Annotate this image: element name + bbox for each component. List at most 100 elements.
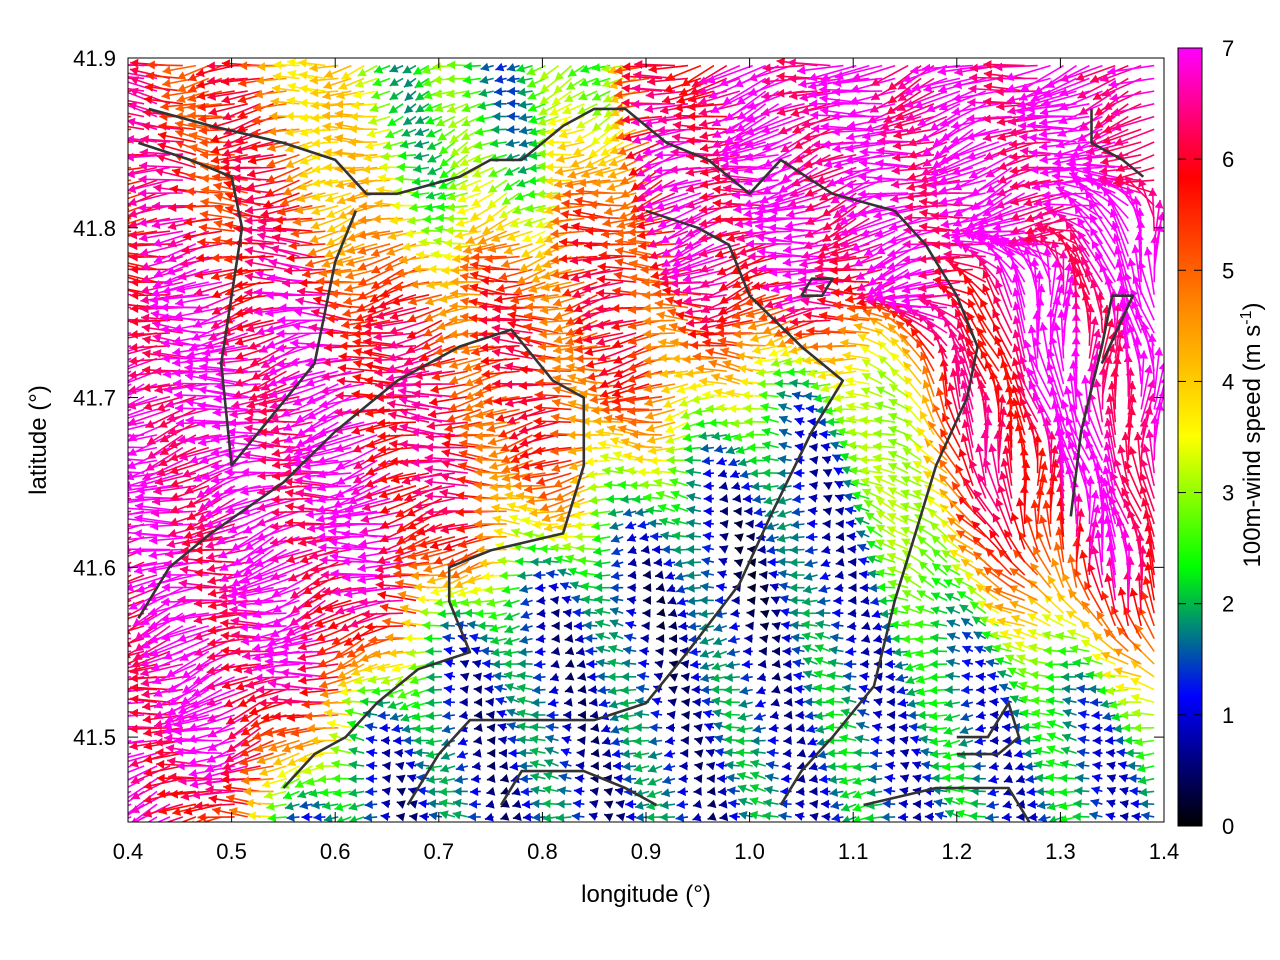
wind-arrow-head (484, 812, 494, 822)
wind-arrow-head (382, 774, 391, 784)
wind-arrow-head (90, 615, 99, 624)
wind-arrow-head (197, 812, 206, 822)
wind-arrow-head (692, 697, 701, 707)
wind-arrow-head (873, 710, 882, 719)
wind-arrow-head (884, 773, 894, 783)
wind-arrow-head (157, 789, 166, 799)
wind-arrow-head (1076, 760, 1085, 770)
wind-arrow-head (487, 761, 496, 771)
wind-arrow-head (189, 779, 199, 789)
wind-arrow-head (664, 749, 674, 759)
wind-arrow-head (457, 750, 467, 759)
wind-arrow-head (117, 797, 126, 805)
wind-arrow (128, 625, 132, 627)
wind-arrow-head (1047, 801, 1056, 811)
wind-arrow-head (163, 720, 173, 730)
wind-arrow-head (666, 723, 674, 733)
wind-arrow-head (958, 738, 968, 747)
wind-arrow-head (512, 812, 522, 821)
wind-arrow-head (634, 709, 643, 719)
wind-arrow-head (917, 710, 926, 720)
wind-arrow-head (1129, 786, 1138, 796)
wind-arrow-head (783, 723, 793, 733)
wind-arrow-head (590, 761, 599, 771)
wind-arrow-head (634, 776, 644, 786)
wind-arrow-head (1077, 748, 1086, 757)
wind-arrow-head (506, 708, 516, 717)
wind-arrow-head (1119, 773, 1128, 783)
wind-arrow-head (681, 710, 690, 720)
wind-arrow-head (924, 799, 933, 809)
wind-arrow-head (677, 787, 686, 797)
wind-arrow-head (854, 734, 864, 744)
wind-arrow-head (222, 761, 232, 771)
wind-arrow-head (103, 823, 112, 831)
wind-arrow-head (119, 812, 128, 820)
wind-arrow-head (693, 723, 703, 733)
wind-arrow-head (224, 699, 234, 708)
wind-arrow-head (796, 787, 805, 796)
wind-arrow-head (103, 667, 112, 676)
wind-arrow-head (332, 774, 341, 783)
wind-arrow-head (989, 710, 999, 720)
wind-arrow-head (737, 771, 746, 781)
wind-arrow-head (852, 815, 861, 822)
wind-arrow-head (1016, 787, 1026, 796)
wind-arrow-head (1111, 712, 1121, 722)
wind-arrow-head (118, 597, 127, 605)
wind-arrow (128, 765, 132, 769)
wind-arrow-head (942, 762, 951, 772)
wind-arrow-head (1107, 774, 1117, 783)
wind-arrow-head (612, 761, 621, 771)
wind-arrow-head (694, 774, 703, 784)
wind-arrow (128, 790, 132, 794)
wind-arrow-head (1092, 736, 1101, 745)
wind-arrow-head (268, 743, 278, 752)
wind-arrow-head (1092, 723, 1101, 733)
wind-arrow-head (931, 773, 940, 783)
wind-arrow-head (807, 737, 817, 746)
wind-arrow-head (1020, 722, 1030, 732)
wind-arrow (128, 446, 132, 449)
wind-arrow-head (782, 748, 792, 758)
wind-arrow-head (415, 760, 424, 770)
wind-arrow-head (942, 751, 952, 760)
wind-arrow-head (1035, 787, 1044, 797)
wind-arrow-head (886, 723, 896, 733)
wind-arrow-head (795, 799, 804, 809)
wind-arrow-head (93, 531, 102, 539)
wind-arrow-head (681, 723, 690, 733)
wind-arrow-head (130, 775, 140, 784)
wind-arrow-head (960, 699, 970, 708)
wind-arrow-head (650, 709, 660, 719)
wind-arrow-head (557, 786, 566, 796)
wind-arrow-head (380, 812, 390, 822)
wind-arrow-head (208, 794, 218, 804)
wind-arrow-head (969, 799, 978, 809)
wind-arrow-head (115, 707, 124, 716)
wind-arrow-head (108, 439, 117, 448)
wind-arrow-head (1062, 721, 1072, 730)
wind-arrow-head (438, 787, 447, 797)
wind-arrow-head (241, 727, 251, 736)
wind-arrow-head (930, 761, 939, 771)
wind-arrow (128, 752, 132, 756)
wind-arrow-head (1106, 799, 1116, 808)
wind-arrow-head (269, 694, 279, 704)
wind-arrow-head (330, 745, 340, 755)
wind-arrow-head (542, 785, 552, 795)
wind-arrow-head (886, 736, 896, 745)
wind-arrow-head (782, 761, 791, 771)
wind-arrow-head (1003, 749, 1013, 758)
wind-arrow-head (723, 710, 732, 720)
wind-arrow-head (344, 708, 354, 717)
wind-arrow-head (825, 710, 835, 719)
wind-arrow-head (867, 788, 876, 797)
wind-arrow-head (258, 698, 267, 708)
wind-arrow-head (113, 759, 122, 768)
wind-arrow-head (1060, 759, 1069, 769)
wind-arrow-head (469, 799, 478, 809)
wind-arrow-head (590, 735, 600, 745)
wind-arrow-head (728, 799, 737, 809)
wind-arrow-head (806, 724, 816, 734)
